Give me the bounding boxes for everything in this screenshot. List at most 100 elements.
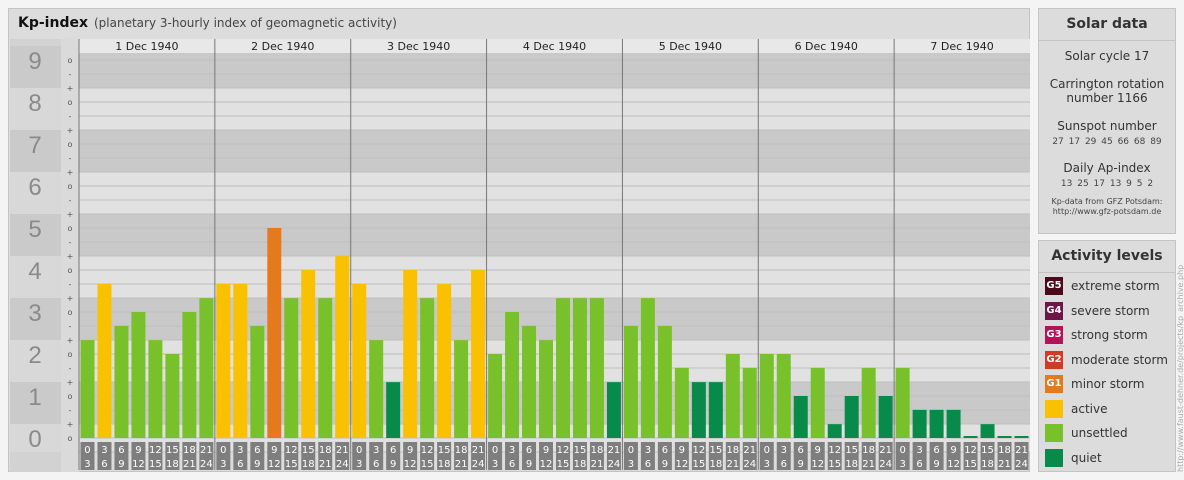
bar [454,340,469,438]
bar [114,325,129,438]
time-end-label: 9 [662,459,668,470]
activity-levels-title: Activity levels [1039,241,1175,273]
y-tick-label: 0 [28,426,41,453]
time-end-label: 21 [591,459,604,470]
time-end-label: 9 [118,459,124,470]
minor-tick-label: - [69,364,72,373]
time-end-label: 12 [540,459,553,470]
bar [301,270,316,438]
time-start-label: 15 [166,445,179,456]
time-label-box [997,442,1012,470]
minor-tick-label: + [67,126,74,135]
time-start-label: 21 [743,445,756,456]
time-end-label: 21 [998,459,1011,470]
bar [793,396,808,438]
time-start-label: 6 [662,445,668,456]
time-start-label: 0 [356,445,362,456]
time-start-label: 12 [149,445,162,456]
time-start-label: 18 [319,445,332,456]
time-start-label: 0 [84,445,90,456]
solar-data-title: Solar data [1039,9,1175,41]
legend-swatch [1045,399,1063,418]
y-band-6 [10,172,61,214]
time-label-box [386,442,401,470]
legend-swatch [1045,424,1063,442]
bar [471,270,486,438]
time-start-label: 9 [407,445,413,456]
minor-tick-label: - [69,112,72,121]
minor-tick-label: o [68,98,73,107]
y-band-9 [10,46,61,88]
bar [335,256,350,438]
time-label-box [369,442,384,470]
y-band-2 [10,340,61,382]
time-end-label: 24 [1015,459,1028,470]
bar [606,382,621,438]
bar [199,298,214,438]
time-label-box [861,442,876,470]
time-start-label: 9 [271,445,277,456]
time-start-label: 21 [1015,445,1028,456]
time-start-label: 3 [916,445,922,456]
legend-swatch [1045,448,1063,467]
bar [895,367,910,438]
y-tick-label: 5 [28,216,41,243]
bar [674,367,689,438]
minor-tick-label: - [69,70,72,79]
bar [522,325,537,438]
minor-tick-label: o [68,308,73,317]
sunspot-values: 27 17 29 45 66 68 89 [1052,137,1162,147]
time-start-label: 21 [608,445,621,456]
time-label-box [352,442,367,470]
time-label-box [946,442,961,470]
time-end-label: 12 [675,459,688,470]
time-label-box [929,442,944,470]
time-label-box [589,442,604,470]
time-start-label: 0 [764,445,770,456]
band-6 [79,172,1030,214]
time-start-label: 0 [220,445,226,456]
legend-swatch: G3 [1045,326,1063,344]
time-start-label: 15 [981,445,994,456]
time-end-label: 15 [149,459,162,470]
time-label-box [148,442,163,470]
time-end-label: 21 [862,459,875,470]
time-label-box [674,442,689,470]
time-label-box [623,442,638,470]
time-label-box [131,442,146,470]
time-label-box [691,442,706,470]
chart-subtitle: (planetary 3-hourly index of geomagnetic… [94,16,397,30]
time-label-box [267,442,282,470]
bar [556,298,570,438]
day-label: 2 Dec 1940 [251,40,314,53]
y-band-1 [10,382,61,424]
time-start-label: 15 [438,445,451,456]
y-band-7 [10,130,61,172]
time-end-label: 15 [285,459,298,470]
time-label-box [165,442,180,470]
bar [369,340,384,438]
time-start-label: 12 [285,445,298,456]
time-label-box [556,442,570,470]
bar [97,283,112,438]
time-label-box [318,442,333,470]
time-start-label: 3 [237,445,243,456]
time-start-label: 9 [679,445,685,456]
legend-label: minor storm [1071,377,1145,391]
y-tick-label: 2 [28,342,41,369]
minor-tick-label: - [69,406,72,415]
time-start-label: 18 [591,445,604,456]
day-label: 4 Dec 1940 [523,40,586,53]
bar [878,396,893,438]
ap-label: Daily Ap-index [1063,161,1151,175]
bar [131,312,146,438]
chart-title-main: Kp-index [18,15,88,31]
legend-label: active [1071,401,1108,416]
sunspot-label: Sunspot number [1057,119,1157,133]
time-start-label: 12 [692,445,705,456]
minor-tick-label: - [69,280,72,289]
time-end-label: 9 [526,459,532,470]
y-tick-label: 3 [28,300,41,327]
time-start-label: 9 [543,445,549,456]
minor-tick-label: o [68,56,73,65]
